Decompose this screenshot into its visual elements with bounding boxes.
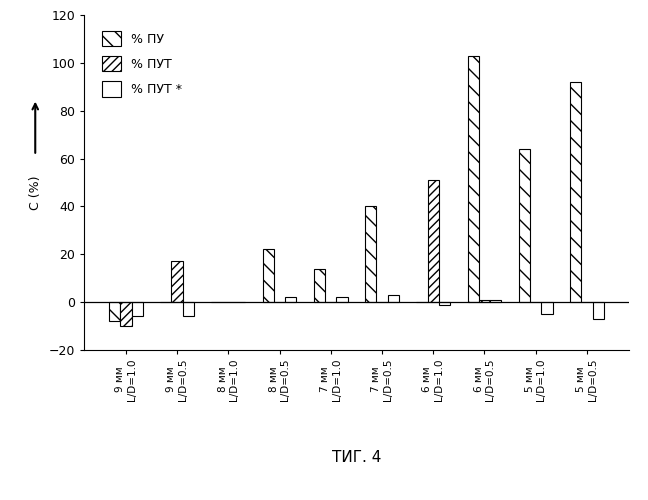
Text: ΤИГ. 4: ΤИГ. 4 [332,450,381,464]
Bar [285,298,297,302]
Bar [439,302,450,304]
Bar [262,250,274,302]
Bar [132,302,143,316]
Bar [336,298,348,302]
Bar [541,302,553,314]
Text: C (%): C (%) [29,176,41,210]
Bar [388,295,399,302]
Bar [365,206,376,302]
Bar [570,82,581,302]
Bar [121,302,132,326]
Bar [172,262,183,302]
Bar [592,302,604,319]
Bar [519,149,530,302]
Legend: % ПУ, % ПУТ, % ПУТ *: % ПУ, % ПУТ, % ПУТ * [96,24,188,103]
Bar [479,300,490,302]
Bar [490,300,502,302]
Bar [468,56,479,302]
Bar [109,302,121,322]
Bar [314,268,325,302]
Bar [428,180,439,302]
Bar [183,302,194,316]
